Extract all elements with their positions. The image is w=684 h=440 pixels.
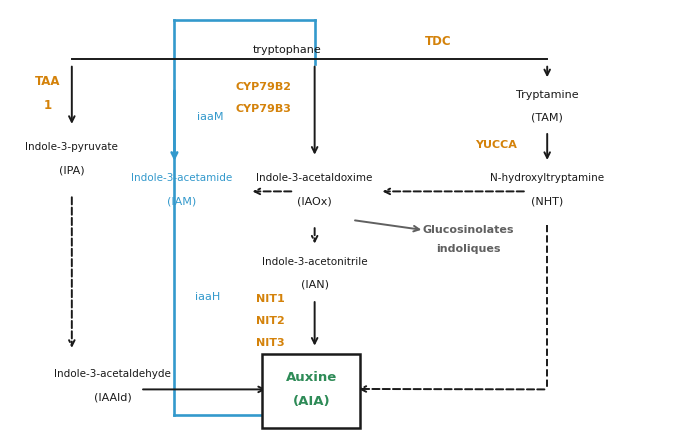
Text: iaaM: iaaM: [197, 112, 223, 121]
Text: NIT2: NIT2: [256, 316, 285, 326]
Text: TDC: TDC: [425, 35, 451, 48]
Text: (TAM): (TAM): [531, 113, 563, 122]
Text: (NHT): (NHT): [531, 196, 564, 206]
Text: (IPA): (IPA): [59, 165, 85, 175]
FancyBboxPatch shape: [262, 354, 360, 428]
Text: tryptophane: tryptophane: [253, 45, 321, 55]
Text: Indole-3-acetonitrile: Indole-3-acetonitrile: [262, 257, 367, 267]
Text: Tryptamine: Tryptamine: [516, 90, 579, 99]
Text: YUCCA: YUCCA: [475, 140, 517, 150]
Text: iaaH: iaaH: [195, 292, 220, 302]
Text: Indole-3-acetaldoxime: Indole-3-acetaldoxime: [256, 173, 373, 183]
Text: (IAN): (IAN): [301, 280, 328, 290]
Text: Indole-3-pyruvate: Indole-3-pyruvate: [25, 143, 118, 152]
Text: (IAM): (IAM): [167, 196, 196, 206]
Text: Auxine: Auxine: [286, 371, 337, 384]
Text: Indole-3-acetamide: Indole-3-acetamide: [131, 173, 232, 183]
Text: indoliques: indoliques: [436, 245, 501, 254]
Text: NIT3: NIT3: [256, 338, 285, 348]
Text: Indole-3-acetaldehyde: Indole-3-acetaldehyde: [55, 369, 171, 379]
Text: (AIA): (AIA): [292, 395, 330, 408]
Text: NIT1: NIT1: [256, 294, 285, 304]
Text: 1: 1: [44, 99, 52, 112]
Text: (IAOx): (IAOx): [298, 196, 332, 206]
Text: CYP79B3: CYP79B3: [235, 104, 291, 114]
Text: N-hydroxyltryptamine: N-hydroxyltryptamine: [490, 173, 604, 183]
Text: (IAAld): (IAAld): [94, 392, 132, 402]
Text: TAA: TAA: [35, 75, 61, 88]
Text: CYP79B2: CYP79B2: [235, 82, 291, 92]
Text: Glucosinolates: Glucosinolates: [423, 225, 514, 235]
